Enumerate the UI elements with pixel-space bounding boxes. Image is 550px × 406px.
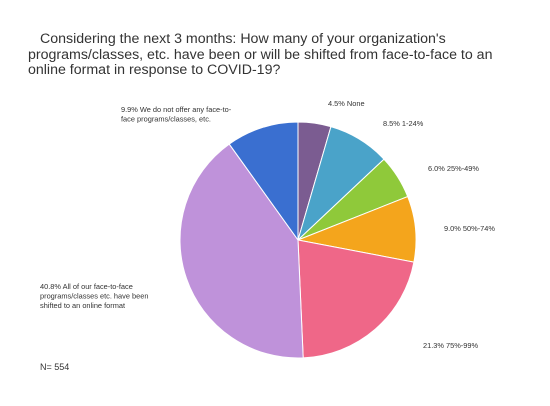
slice-label-line: 9.9% We do not offer any face-to- <box>121 105 232 114</box>
slice-labels: 4.5% None 8.5% 1-24% 6.0% 25%-49% 9.0% 50%-… <box>40 99 495 350</box>
slice-label-line: 40.8% All of our face-to-face <box>40 282 133 291</box>
slice-label-all-of-our-face-to-face-programs-classes-etc-have-been-shifted-to-an-online-format: 40.8% All of our face-to-face programs/cl… <box>40 282 148 310</box>
slice-label-25-49: 6.0% 25%-49% <box>428 164 479 173</box>
chart-title-block: Considering the next 3 months: How many … <box>28 31 533 79</box>
slice-label-we-do-not-offer-any-face-to-face-programs-classes-etc: 9.9% We do not offer any face-to-face pr… <box>121 105 232 124</box>
chart-title: Considering the next 3 months: How many … <box>28 31 493 78</box>
pie-slice-we-do-not-offer-any-face-to-face-programs-classes-etc <box>228 121 299 242</box>
slice-label-line: shifted to an online format <box>40 301 125 310</box>
slice-label-none: 4.5% None <box>328 99 365 108</box>
slice-label-line: programs/classes etc. have been <box>40 292 148 301</box>
pie-slice-75-99 <box>297 239 415 359</box>
pie-slice-all-of-our-face-to-face-programs-classes-etc-have-been-shifted-to-an-online-format <box>179 143 304 359</box>
slice-label-75-99: 21.3% 75%-99% <box>423 341 478 350</box>
slice-label-line: 4.5% None <box>328 99 365 108</box>
slice-label-line: face programs/classes, etc. <box>121 115 211 124</box>
slice-label-line: 21.3% 75%-99% <box>423 341 478 350</box>
pie-slices <box>179 121 417 359</box>
slice-label-line: 6.0% 25%-49% <box>428 164 479 173</box>
sample-size-note: N= 554 <box>40 362 70 372</box>
slice-label-line: 8.5% 1-24% <box>383 119 424 128</box>
slice-label-line: 9.0% 50%-74% <box>444 224 495 233</box>
slice-label-50-74: 9.0% 50%-74% <box>444 224 495 233</box>
slice-label-1-24: 8.5% 1-24% <box>383 119 424 128</box>
